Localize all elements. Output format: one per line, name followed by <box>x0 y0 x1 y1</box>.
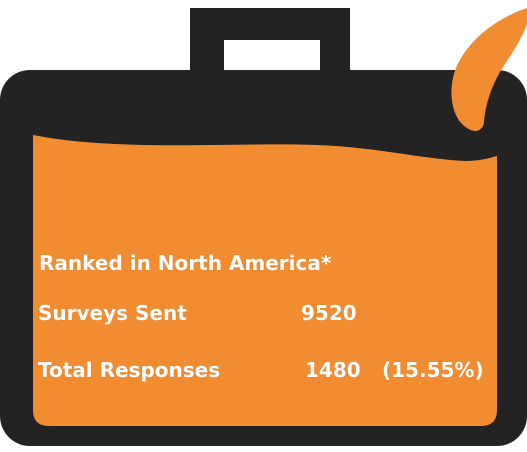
case-fill <box>33 135 497 426</box>
total-responses-percent: (15.55%) <box>382 358 484 382</box>
ranked-text: Ranked in North America* <box>39 251 332 275</box>
leaf-icon <box>451 8 527 132</box>
total-responses-label: Total Responses <box>38 358 221 382</box>
total-responses-value: 1480 <box>305 358 361 382</box>
surveys-sent-label: Surveys Sent <box>38 301 187 325</box>
case-handle <box>190 8 350 70</box>
surveys-sent-value: 9520 <box>301 301 357 325</box>
